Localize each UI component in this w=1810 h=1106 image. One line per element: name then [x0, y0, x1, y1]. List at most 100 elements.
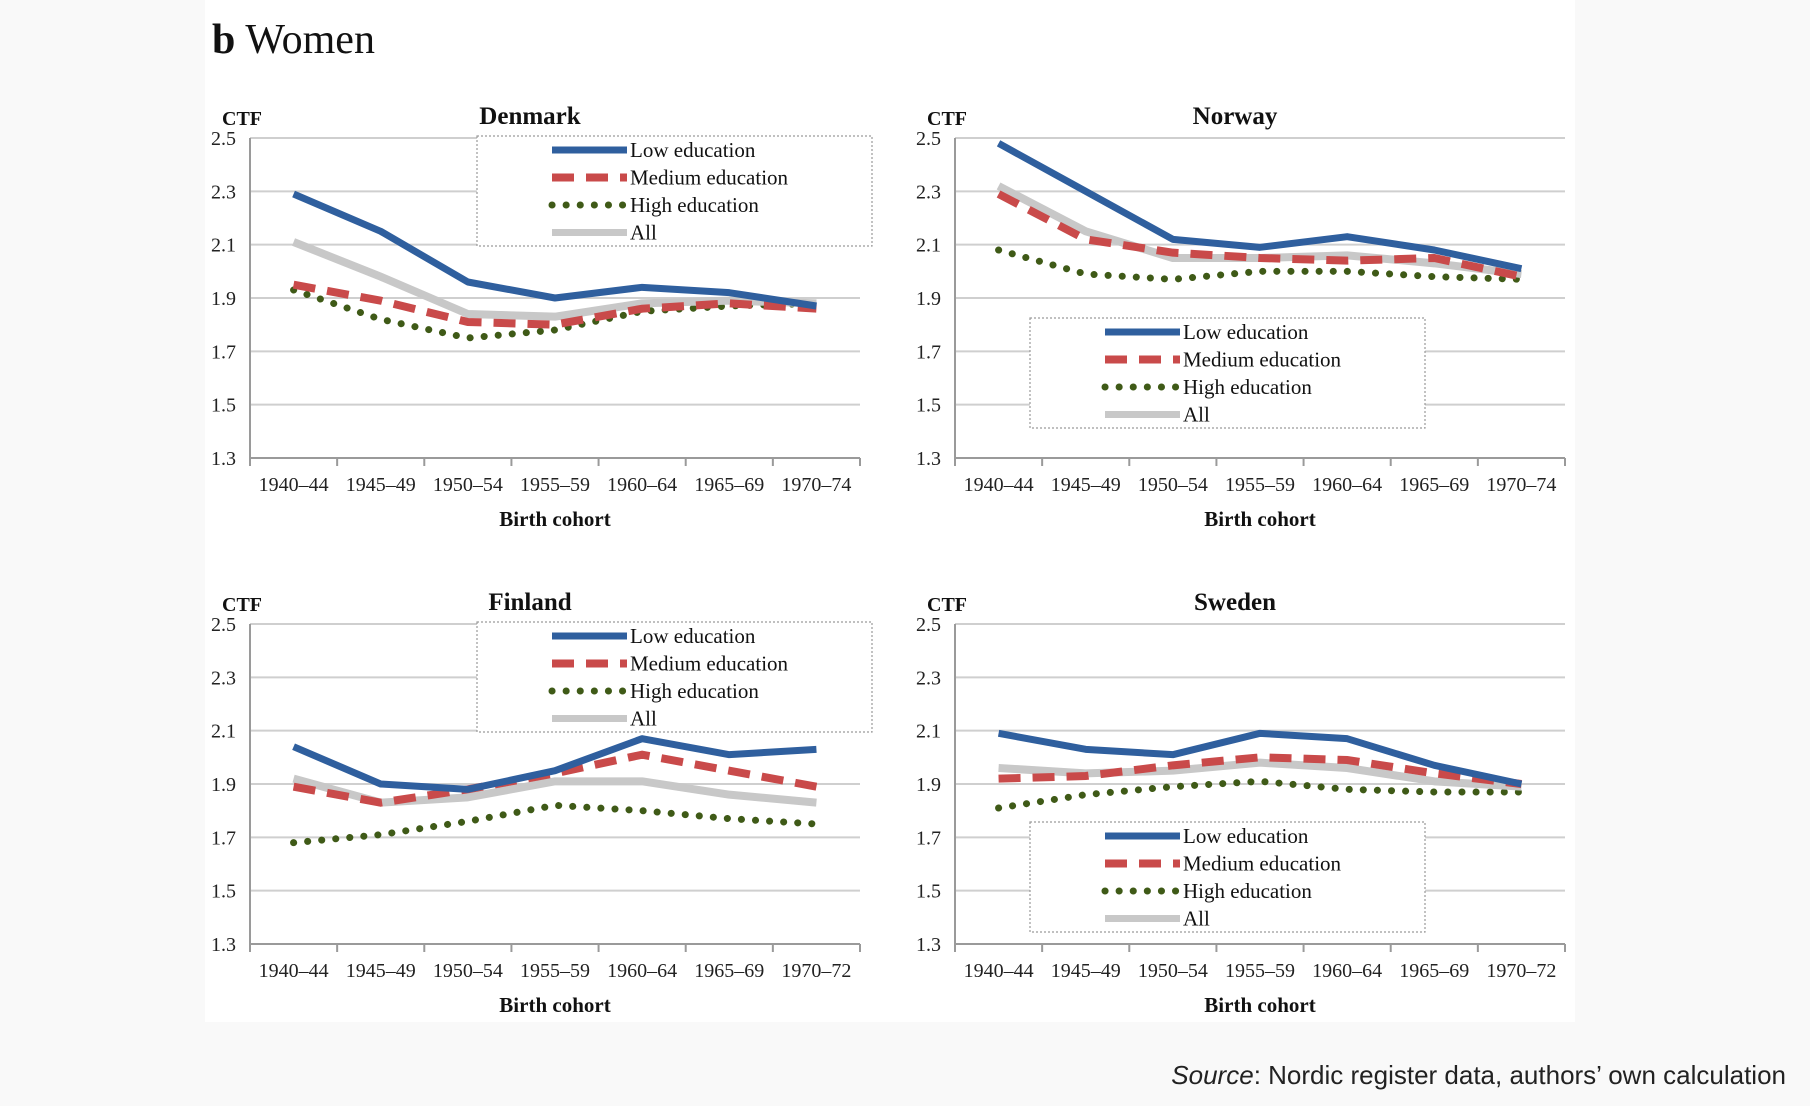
- chart-finland-y-tick-label: 1.7: [211, 827, 236, 849]
- chart-sweden-y-tick-label: 2.1: [916, 721, 941, 743]
- chart-denmark-x-axis-label: Birth cohort: [499, 507, 610, 531]
- chart-finland-y-tick-label: 2.3: [211, 667, 236, 689]
- chart-sweden-x-tick-label: 1955–59: [1225, 960, 1295, 982]
- chart-finland-legend-label: High education: [630, 679, 759, 703]
- chart-norway-x-tick-label: 1970–74: [1486, 474, 1556, 496]
- chart-norway-title: Norway: [1193, 103, 1278, 130]
- chart-finland-x-tick-label: 1960–64: [607, 960, 677, 982]
- chart-norway-legend-label: Low education: [1183, 320, 1309, 344]
- source-label: Source: [1171, 1060, 1254, 1090]
- chart-norway-y-tick-label: 1.9: [916, 288, 941, 310]
- chart-finland-legend-label: Low education: [630, 624, 756, 648]
- chart-denmark-series-all: [292, 238, 817, 321]
- panel-letter: b: [212, 17, 236, 63]
- chart-finland-x-tick-label: 1945–49: [346, 960, 416, 982]
- chart-finland-y-tick-label: 2.5: [211, 614, 236, 636]
- chart-finland-legend-label: Medium education: [630, 652, 789, 676]
- chart-denmark-x-tick-label: 1945–49: [346, 474, 416, 496]
- chart-sweden-legend-label: Low education: [1183, 824, 1309, 848]
- chart-norway-y-axis-label: CTF: [927, 108, 967, 130]
- chart-finland-y-tick-label: 2.1: [211, 721, 236, 743]
- chart-denmark-y-tick-label: 1.5: [211, 395, 236, 417]
- chart-denmark-x-tick-label: 1950–54: [433, 474, 503, 496]
- chart-denmark-x-tick-label: 1970–74: [781, 474, 851, 496]
- chart-sweden-y-tick-label: 1.3: [916, 934, 941, 956]
- chart-denmark-series-high-education: [290, 286, 820, 342]
- chart-denmark-legend-label: All: [630, 221, 657, 245]
- chart-norway-y-tick-label: 2.3: [916, 181, 941, 203]
- chart-norway-series-high-education: [995, 246, 1525, 283]
- chart-sweden-x-tick-label: 1950–54: [1138, 960, 1208, 982]
- chart-denmark-y-tick-label: 2.3: [211, 181, 236, 203]
- chart-denmark-y-tick-label: 1.3: [211, 448, 236, 470]
- chart-denmark-legend-label: High education: [630, 193, 759, 217]
- chart-sweden-y-tick-label: 1.5: [916, 881, 941, 903]
- chart-finland-legend-box: [476, 621, 873, 733]
- chart-sweden-y-tick-label: 2.5: [916, 614, 941, 636]
- chart-denmark-y-axis-label: CTF: [222, 108, 262, 130]
- chart-finland-x-axis-label: Birth cohort: [499, 993, 610, 1017]
- chart-finland-y-axis-label: CTF: [222, 594, 262, 616]
- chart-sweden: 1.3 1.5 1.7 1.9 2.1 2.3 2.5 1940–44 1945–49 1950–…: [916, 589, 1566, 1017]
- chart-denmark: 1.3 1.5 1.7 1.9 2.1 2.3 2.5 1940–44 1945–49 1950–…: [211, 103, 873, 531]
- chart-denmark-y-tick-label: 1.7: [211, 341, 236, 363]
- chart-finland-series-high-education: [290, 801, 820, 847]
- chart-finland-x-tick-label: 1955–59: [520, 960, 590, 982]
- chart-denmark-legend-box: [476, 135, 873, 247]
- chart-sweden-y-tick-label: 1.7: [916, 827, 941, 849]
- chart-sweden-y-tick-label: 2.3: [916, 667, 941, 689]
- chart-denmark-legend-label: Low education: [630, 138, 756, 162]
- chart-finland-y-tick-label: 1.3: [211, 934, 236, 956]
- chart-finland-y-tick-label: 1.5: [211, 881, 236, 903]
- chart-finland-series-low-education: [292, 735, 817, 793]
- chart-sweden-x-tick-label: 1940–44: [964, 960, 1034, 982]
- chart-denmark-y-tick-label: 1.9: [211, 288, 236, 310]
- chart-norway-x-tick-label: 1960–64: [1312, 474, 1382, 496]
- chart-norway-legend-box: [1029, 317, 1426, 429]
- chart-denmark-title: Denmark: [479, 103, 580, 130]
- chart-norway-x-tick-label: 1955–59: [1225, 474, 1295, 496]
- chart-denmark-x-tick-label: 1960–64: [607, 474, 677, 496]
- chart-norway-y-tick-label: 1.3: [916, 448, 941, 470]
- chart-sweden-legend-box: [1029, 821, 1426, 933]
- chart-norway-x-tick-label: 1950–54: [1138, 474, 1208, 496]
- chart-sweden-y-axis-label: CTF: [927, 594, 967, 616]
- chart-norway-legend-label: High education: [1183, 375, 1312, 399]
- panel-heading: b Women: [212, 16, 375, 64]
- chart-denmark-series-medium-education: [292, 280, 817, 329]
- chart-denmark-legend-label: Medium education: [630, 166, 789, 190]
- panel-title: Women: [245, 17, 375, 63]
- chart-denmark-y-tick-label: 2.1: [211, 235, 236, 257]
- chart-norway-y-tick-label: 2.5: [916, 128, 941, 150]
- chart-finland: 1.3 1.5 1.7 1.9 2.1 2.3 2.5 1940–44 1945–49 1950–…: [211, 589, 873, 1017]
- chart-denmark-x-tick-label: 1955–59: [520, 474, 590, 496]
- chart-norway-x-axis-label: Birth cohort: [1204, 507, 1315, 531]
- chart-sweden-x-axis-label: Birth cohort: [1204, 993, 1315, 1017]
- chart-denmark-x-tick-label: 1965–69: [694, 474, 764, 496]
- chart-norway-legend-label: Medium education: [1183, 348, 1342, 372]
- chart-sweden-x-tick-label: 1965–69: [1399, 960, 1469, 982]
- chart-sweden-series-high-education: [995, 777, 1525, 812]
- chart-denmark-y-tick-label: 2.5: [211, 128, 236, 150]
- chart-sweden-legend-label: Medium education: [1183, 852, 1342, 876]
- chart-denmark-x-tick-label: 1940–44: [259, 474, 329, 496]
- chart-finland-x-tick-label: 1950–54: [433, 960, 503, 982]
- chart-sweden-x-tick-label: 1945–49: [1051, 960, 1121, 982]
- chart-sweden-title: Sweden: [1194, 589, 1276, 616]
- chart-sweden-series-medium-education: [998, 753, 1522, 788]
- chart-norway-y-tick-label: 2.1: [916, 235, 941, 257]
- chart-finland-x-tick-label: 1965–69: [694, 960, 764, 982]
- chart-norway-y-tick-label: 1.5: [916, 395, 941, 417]
- chart-finland-legend-label: All: [630, 707, 657, 731]
- chart-sweden-x-tick-label: 1960–64: [1312, 960, 1382, 982]
- chart-finland-title: Finland: [488, 589, 571, 616]
- source-note: Source: Nordic register data, authors’ o…: [1171, 1060, 1786, 1091]
- chart-norway-x-tick-label: 1945–49: [1051, 474, 1121, 496]
- chart-norway-series-low-education: [996, 140, 1523, 273]
- chart-norway-x-tick-label: 1940–44: [964, 474, 1034, 496]
- chart-norway-legend-label: All: [1183, 403, 1210, 427]
- chart-denmark-series-low-education: [292, 190, 817, 310]
- chart-sweden-legend-label: All: [1183, 907, 1210, 931]
- chart-finland-y-tick-label: 1.9: [211, 774, 236, 796]
- chart-finland-series-medium-education: [292, 750, 818, 807]
